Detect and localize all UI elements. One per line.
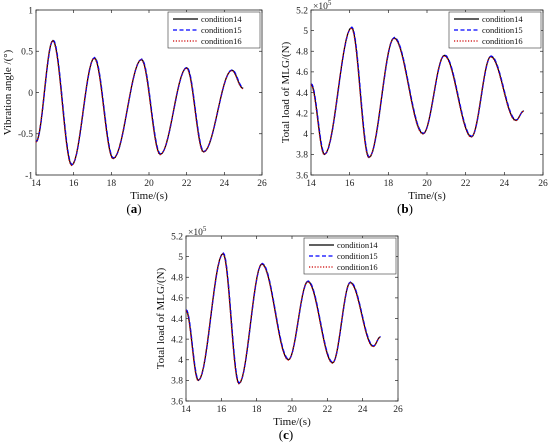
y-tick-label: 5 [178,253,183,263]
chart-c: 14 16 18 20 22 24 26 3.6 3.8 4 4.2 4.4 4.6 4.8 5 5.2 ×10… [155,225,403,428]
y-tick-label: -0.5 [18,130,33,140]
x-tick-label: 24 [500,179,510,189]
panel-label-a: (a) [126,201,141,216]
y-tick-label: 3.8 [296,151,308,161]
x-tick-label: 22 [461,179,471,189]
legend-entry-condition15: condition15 [337,251,378,261]
x-tick-label: 20 [287,405,297,415]
y-tick-label: 4.4 [296,89,308,99]
series-line-condition15 [185,252,381,384]
chart-b: 14 16 18 20 22 24 26 3.6 3.8 4 4.2 4.4 4.6 4.8 5 5.2 ×10… [280,0,548,202]
legend-entry-condition16: condition16 [482,36,523,46]
y-tick-label: 4.4 [171,315,183,325]
y-tick-label: 0 [28,89,33,99]
x-axis-label: Time/(s) [130,190,168,202]
x-tick-label: 18 [252,405,262,415]
y-tick-label: 4.2 [171,335,183,345]
panel-label-b: (b) [397,201,413,216]
x-tick-label: 26 [393,405,403,415]
x-tick-label: 22 [323,405,333,415]
x-tick-label: 16 [345,179,355,189]
y-tick-label: 3.6 [171,397,183,407]
legend-entry-condition16: condition16 [337,262,378,272]
y-tick-label: 4.8 [171,274,183,284]
y-axis-label: Vibration angle /(°) [2,49,14,135]
x-tick-label: 20 [144,179,154,189]
y-axis-label: Total load of MLG/(N) [280,41,292,143]
y-tick-label: -1 [25,171,33,181]
series-line-condition16 [35,40,244,167]
x-tick-label: 24 [358,405,368,415]
x-tick-label: 18 [384,179,394,189]
y-tick-label: 4 [178,356,183,366]
chart-a: 14 16 18 20 22 24 26 -1 -0.5 0 0.5 1 Time/(s) Vibrati… [2,6,267,202]
x-tick-label: 14 [306,179,316,189]
y-tick-label: 4 [303,130,308,140]
x-tick-label: 14 [31,179,41,189]
x-tick-label: 22 [182,179,192,189]
y-exponent-label: ×105 [313,0,332,12]
legend-entry-condition15: condition15 [201,25,242,35]
y-tick-label: 4.6 [296,68,308,78]
panel-label-c: (c) [279,427,293,442]
x-tick-label: 20 [422,179,432,189]
y-exponent-label: ×105 [188,225,207,238]
series-line-condition15 [35,39,244,166]
x-tick-label: 14 [181,405,191,415]
x-axis-label: Time/(s) [273,416,311,428]
y-tick-label: 1 [28,6,33,16]
x-tick-label: 16 [69,179,79,189]
legend-entry-condition16: condition16 [201,36,242,46]
y-tick-label: 4.8 [296,48,308,58]
y-tick-label: 5.2 [296,6,308,16]
x-tick-label: 26 [257,179,267,189]
legend-entry-condition14: condition14 [482,14,523,24]
y-tick-label: 3.8 [171,377,183,387]
series-line-condition15 [310,26,525,158]
x-tick-label: 26 [538,179,548,189]
x-tick-label: 18 [107,179,117,189]
x-axis-label: Time/(s) [408,190,446,202]
y-axis-label: Total load of MLG/(N) [155,267,167,369]
legend-entry-condition14: condition14 [201,14,242,24]
legend-entry-condition14: condition14 [337,240,378,250]
x-tick-label: 24 [220,179,230,189]
y-tick-label: 0.5 [21,48,33,58]
x-tick-label: 16 [217,405,227,415]
legend-entry-condition15: condition15 [482,25,523,35]
y-tick-label: 5.2 [171,232,183,242]
y-tick-label: 3.6 [296,171,308,181]
series-line-condition16 [310,27,524,159]
y-tick-label: 4.6 [171,294,183,304]
series-line-condition16 [185,253,381,385]
y-tick-label: 5 [303,27,308,37]
y-tick-label: 4.2 [296,109,308,119]
